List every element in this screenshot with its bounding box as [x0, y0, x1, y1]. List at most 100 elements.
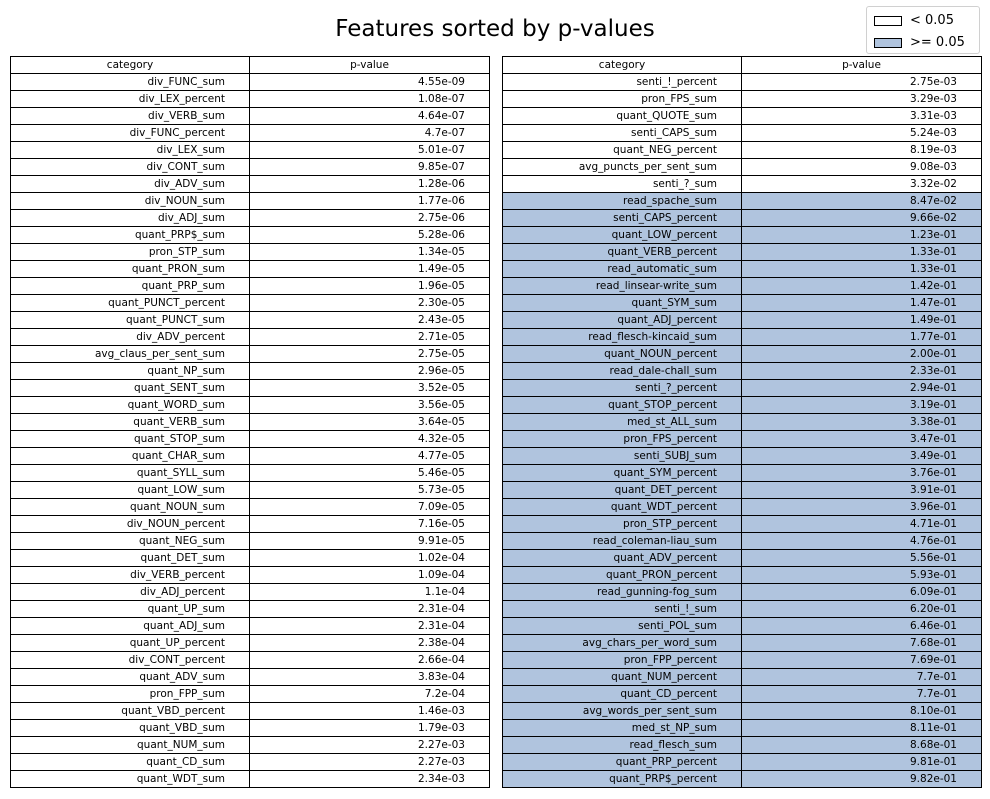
- category-cell: quant_CHAR_sum: [10, 447, 250, 465]
- category-cell: quant_PRON_percent: [502, 566, 742, 584]
- legend-entry-significant: < 0.05: [874, 13, 954, 29]
- table-row: quant_NUM_percent 7.7e-01: [502, 668, 982, 686]
- table-row: quant_PRON_sum 1.49e-05: [10, 260, 490, 278]
- p-value-cell: 2.31e-04: [249, 600, 490, 618]
- p-value-cell: 8.10e-01: [741, 702, 982, 720]
- p-value-cell: 1.23e-01: [741, 226, 982, 244]
- table-row: quant_LOW_sum 5.73e-05: [10, 481, 490, 499]
- p-value-cell: 9.82e-01: [741, 770, 982, 788]
- p-value-cell: 1.49e-01: [741, 311, 982, 329]
- category-cell: quant_ADJ_sum: [10, 617, 250, 635]
- category-cell: div_ADJ_percent: [10, 583, 250, 601]
- p-value-cell: 9.08e-03: [741, 158, 982, 176]
- category-cell: med_st_ALL_sum: [502, 413, 742, 431]
- table-row: div_ADJ_percent 1.1e-04: [10, 583, 490, 601]
- category-cell: avg_puncts_per_sent_sum: [502, 158, 742, 176]
- table-row: quant_CD_percent 7.7e-01: [502, 685, 982, 703]
- table-row: avg_puncts_per_sent_sum 9.08e-03: [502, 158, 982, 176]
- table-row: quant_STOP_sum 4.32e-05: [10, 430, 490, 448]
- pvalue-table-left: category p-value div_FUNC_sum 4.55e-09 div…: [10, 56, 490, 788]
- table-row: quant_NP_sum 2.96e-05: [10, 362, 490, 380]
- p-value-cell: 7.2e-04: [249, 685, 490, 703]
- category-cell: read_spache_sum: [502, 192, 742, 210]
- category-cell: div_LEX_percent: [10, 90, 250, 108]
- table-row: quant_NEG_percent 8.19e-03: [502, 141, 982, 159]
- table-row: quant_NEG_sum 9.91e-05: [10, 532, 490, 550]
- p-value-cell: 1.34e-05: [249, 243, 490, 261]
- category-cell: quant_NEG_sum: [10, 532, 250, 550]
- table-row: div_ADV_sum 1.28e-06: [10, 175, 490, 193]
- table-row: quant_VERB_percent 1.33e-01: [502, 243, 982, 261]
- table-row: pron_STP_percent 4.71e-01: [502, 515, 982, 533]
- category-cell: senti_?_percent: [502, 379, 742, 397]
- p-value-cell: 4.7e-07: [249, 124, 490, 142]
- header-p-value: p-value: [249, 56, 490, 74]
- p-value-cell: 3.47e-01: [741, 430, 982, 448]
- category-cell: quant_SYLL_sum: [10, 464, 250, 482]
- p-value-cell: 1.28e-06: [249, 175, 490, 193]
- p-value-cell: 1.79e-03: [249, 719, 490, 737]
- table-row: quant_CHAR_sum 4.77e-05: [10, 447, 490, 465]
- p-value-cell: 2.34e-03: [249, 770, 490, 788]
- category-cell: quant_PUNCT_sum: [10, 311, 250, 329]
- table-row: quant_DET_percent 3.91e-01: [502, 481, 982, 499]
- category-cell: quant_STOP_sum: [10, 430, 250, 448]
- category-cell: quant_LOW_percent: [502, 226, 742, 244]
- p-value-cell: 3.31e-03: [741, 107, 982, 125]
- p-value-cell: 4.64e-07: [249, 107, 490, 125]
- table-row: quant_PUNCT_sum 2.43e-05: [10, 311, 490, 329]
- category-cell: read_gunning-fog_sum: [502, 583, 742, 601]
- category-cell: div_CONT_percent: [10, 651, 250, 669]
- category-cell: quant_ADV_sum: [10, 668, 250, 686]
- header-category: category: [10, 56, 250, 74]
- table-row: div_ADV_percent 2.71e-05: [10, 328, 490, 346]
- category-cell: quant_NUM_percent: [502, 668, 742, 686]
- category-cell: quant_UP_percent: [10, 634, 250, 652]
- category-cell: senti_!_percent: [502, 73, 742, 91]
- table-row: quant_ADV_percent 5.56e-01: [502, 549, 982, 567]
- category-cell: quant_VERB_sum: [10, 413, 250, 431]
- table-row: read_flesch_sum 8.68e-01: [502, 736, 982, 754]
- p-value-cell: 2.00e-01: [741, 345, 982, 363]
- p-value-cell: 7.16e-05: [249, 515, 490, 533]
- category-cell: div_LEX_sum: [10, 141, 250, 159]
- category-cell: read_flesch-kincaid_sum: [502, 328, 742, 346]
- table-row: quant_SYLL_sum 5.46e-05: [10, 464, 490, 482]
- category-cell: quant_VERB_percent: [502, 243, 742, 261]
- table-row: quant_PUNCT_percent 2.30e-05: [10, 294, 490, 312]
- category-cell: pron_STP_sum: [10, 243, 250, 261]
- p-value-cell: 3.49e-01: [741, 447, 982, 465]
- p-value-cell: 6.46e-01: [741, 617, 982, 635]
- p-value-cell: 2.75e-03: [741, 73, 982, 91]
- p-value-cell: 1.96e-05: [249, 277, 490, 295]
- table-row: quant_PRP_percent 9.81e-01: [502, 753, 982, 771]
- legend-swatch-not-significant: [874, 38, 902, 48]
- table-row: avg_words_per_sent_sum 8.10e-01: [502, 702, 982, 720]
- header-row: category p-value: [502, 56, 982, 74]
- category-cell: senti_?_sum: [502, 175, 742, 193]
- p-value-cell: 3.56e-05: [249, 396, 490, 414]
- category-cell: senti_CAPS_sum: [502, 124, 742, 142]
- category-cell: avg_chars_per_word_sum: [502, 634, 742, 652]
- category-cell: pron_STP_percent: [502, 515, 742, 533]
- table-row: quant_VBD_percent 1.46e-03: [10, 702, 490, 720]
- p-value-cell: 2.43e-05: [249, 311, 490, 329]
- p-value-cell: 2.71e-05: [249, 328, 490, 346]
- p-value-cell: 5.28e-06: [249, 226, 490, 244]
- category-cell: div_VERB_sum: [10, 107, 250, 125]
- p-value-cell: 1.42e-01: [741, 277, 982, 295]
- category-cell: quant_PRON_sum: [10, 260, 250, 278]
- p-value-cell: 5.73e-05: [249, 481, 490, 499]
- table-row: quant_PRP$_percent 9.82e-01: [502, 770, 982, 788]
- p-value-cell: 1.1e-04: [249, 583, 490, 601]
- table-row: quant_SENT_sum 3.52e-05: [10, 379, 490, 397]
- table-row: div_NOUN_percent 7.16e-05: [10, 515, 490, 533]
- category-cell: pron_FPS_percent: [502, 430, 742, 448]
- p-value-cell: 1.33e-01: [741, 260, 982, 278]
- p-value-cell: 8.19e-03: [741, 141, 982, 159]
- category-cell: read_automatic_sum: [502, 260, 742, 278]
- category-cell: quant_ADJ_percent: [502, 311, 742, 329]
- category-cell: senti_POL_sum: [502, 617, 742, 635]
- table-row: senti_CAPS_percent 9.66e-02: [502, 209, 982, 227]
- category-cell: div_NOUN_sum: [10, 192, 250, 210]
